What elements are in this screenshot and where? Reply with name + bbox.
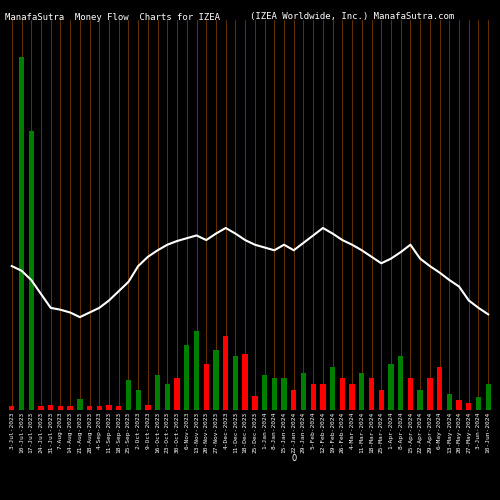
- Bar: [214, 350, 218, 410]
- Bar: [466, 402, 471, 410]
- Bar: [19, 57, 24, 410]
- Bar: [310, 384, 316, 410]
- Bar: [291, 390, 296, 410]
- Bar: [126, 380, 131, 410]
- Bar: [48, 406, 54, 410]
- Bar: [427, 378, 432, 410]
- Bar: [359, 373, 364, 410]
- Text: (IZEA Worldwide, Inc.) ManafaSutra.com: (IZEA Worldwide, Inc.) ManafaSutra.com: [250, 12, 454, 22]
- Bar: [388, 364, 394, 410]
- Bar: [486, 384, 491, 410]
- Bar: [437, 368, 442, 410]
- Bar: [476, 397, 481, 410]
- Bar: [418, 390, 423, 410]
- Bar: [398, 356, 404, 410]
- Bar: [174, 378, 180, 410]
- Bar: [252, 396, 258, 410]
- Bar: [9, 406, 15, 410]
- Bar: [136, 390, 141, 410]
- Text: ManafaSutra  Money Flow  Charts for IZEA: ManafaSutra Money Flow Charts for IZEA: [5, 12, 220, 22]
- Bar: [96, 406, 102, 410]
- Bar: [106, 406, 112, 410]
- Bar: [58, 406, 63, 410]
- Bar: [408, 378, 413, 410]
- Bar: [87, 406, 92, 410]
- Bar: [232, 356, 238, 410]
- Bar: [330, 368, 336, 410]
- Bar: [350, 384, 355, 410]
- Bar: [272, 378, 277, 410]
- Bar: [184, 345, 190, 410]
- Bar: [155, 374, 160, 410]
- Bar: [223, 336, 228, 410]
- Bar: [301, 373, 306, 410]
- Bar: [77, 399, 82, 410]
- Bar: [340, 378, 345, 410]
- Bar: [204, 364, 209, 410]
- Bar: [38, 406, 44, 410]
- Bar: [262, 374, 268, 410]
- Text: 0: 0: [291, 454, 296, 463]
- Bar: [68, 406, 73, 410]
- Bar: [145, 406, 150, 410]
- Bar: [378, 390, 384, 410]
- Bar: [28, 132, 34, 410]
- Bar: [320, 384, 326, 410]
- Bar: [282, 378, 286, 410]
- Bar: [116, 406, 121, 410]
- Bar: [164, 384, 170, 410]
- Bar: [456, 400, 462, 410]
- Bar: [242, 354, 248, 410]
- Bar: [446, 394, 452, 410]
- Bar: [194, 331, 199, 410]
- Bar: [369, 378, 374, 410]
